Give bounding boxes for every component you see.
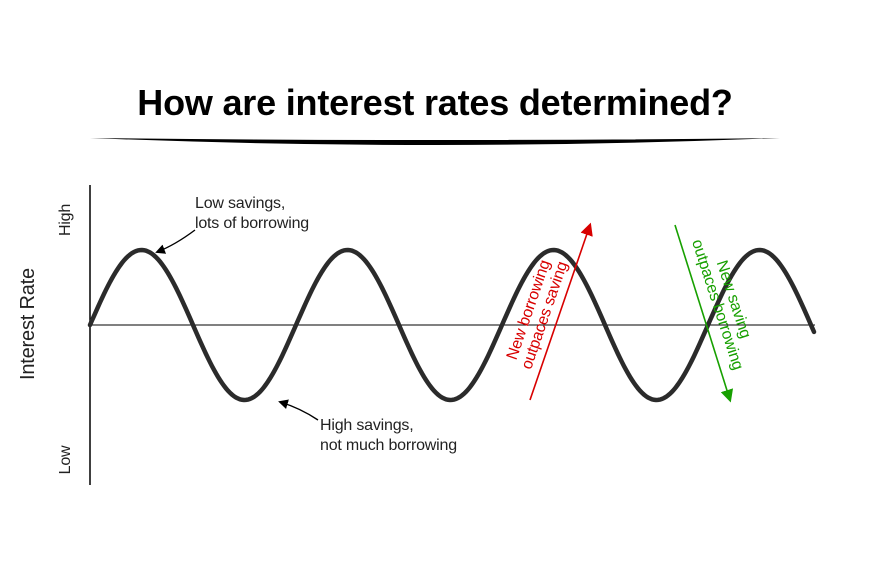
callout-trough-line2: not much borrowing — [320, 437, 457, 454]
title-underline — [90, 138, 780, 145]
callout-peak-line2: lots of borrowing — [195, 215, 309, 232]
interest-rate-diagram: How are interest rates determined? Inter… — [0, 0, 870, 570]
callout-peak: Low savings, lots of borrowing — [157, 195, 309, 252]
y-tick-low: Low — [57, 445, 74, 474]
callout-peak-arrow — [157, 230, 195, 252]
callout-trough-arrow — [280, 402, 318, 420]
callout-peak-line1: Low savings, — [195, 195, 285, 212]
y-tick-high: High — [57, 204, 74, 236]
callout-trough: High savings, not much borrowing — [280, 402, 457, 454]
y-axis-label: Interest Rate — [17, 268, 39, 380]
callout-trough-line1: High savings, — [320, 417, 413, 434]
page-title: How are interest rates determined? — [137, 82, 732, 123]
